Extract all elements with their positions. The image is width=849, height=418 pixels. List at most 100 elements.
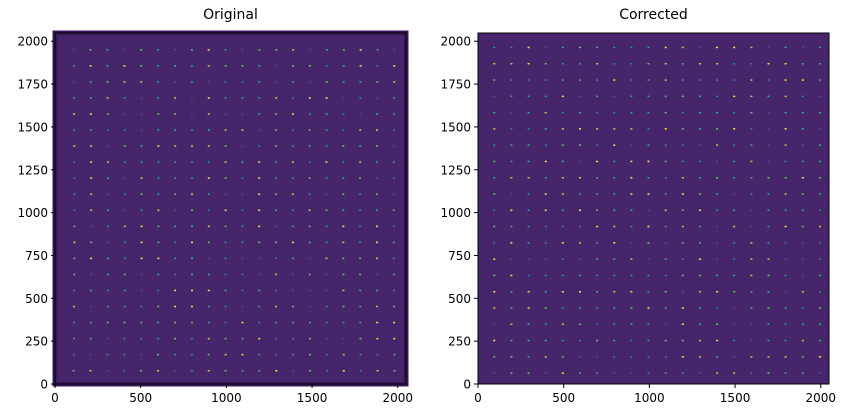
spot — [106, 257, 109, 260]
spot — [681, 193, 684, 195]
spot — [579, 79, 581, 81]
spot — [89, 97, 92, 99]
spot — [716, 209, 719, 211]
spot — [767, 339, 770, 342]
spot — [308, 321, 311, 324]
spot — [784, 258, 787, 260]
spot — [325, 305, 328, 308]
spot — [527, 111, 530, 114]
spot — [733, 193, 736, 195]
spot — [818, 291, 821, 293]
spot — [596, 291, 599, 293]
spot — [275, 305, 278, 308]
spot — [630, 128, 633, 130]
spot — [750, 193, 753, 195]
spot — [510, 46, 513, 49]
spot — [308, 337, 311, 340]
title-original: Original — [203, 7, 258, 23]
axes-frame — [54, 32, 407, 385]
spot — [527, 258, 530, 260]
spot — [493, 323, 496, 325]
spot — [664, 339, 667, 342]
spot — [224, 65, 227, 67]
spot — [493, 63, 496, 65]
spot — [174, 273, 177, 276]
spot — [140, 177, 143, 179]
spot — [207, 273, 210, 276]
spot — [544, 193, 547, 195]
spot — [698, 63, 701, 65]
spot — [801, 111, 804, 114]
spot — [613, 291, 616, 293]
spot — [579, 160, 581, 163]
spot — [140, 49, 143, 51]
spot — [258, 145, 261, 147]
spot — [140, 370, 143, 372]
spot — [107, 225, 109, 228]
spot — [767, 225, 770, 228]
spot — [510, 307, 513, 309]
spot — [613, 63, 616, 65]
spot — [784, 372, 787, 374]
spot — [174, 305, 177, 308]
spot — [241, 49, 244, 51]
spot — [579, 128, 581, 130]
spot — [664, 95, 667, 98]
spot — [510, 323, 513, 325]
spot — [784, 128, 787, 130]
spot — [733, 63, 736, 65]
spot — [157, 241, 160, 244]
spot — [596, 274, 599, 277]
spot — [818, 339, 821, 342]
spot — [596, 160, 599, 163]
spot — [681, 372, 684, 374]
spot — [325, 129, 328, 131]
spot — [681, 95, 684, 98]
spot — [275, 257, 278, 260]
spot — [392, 241, 395, 244]
spot — [579, 323, 581, 325]
spot — [106, 337, 109, 340]
spot — [174, 241, 177, 244]
spot — [510, 95, 513, 98]
spot — [596, 339, 599, 342]
spot — [359, 193, 362, 195]
spot — [527, 128, 530, 130]
spot — [359, 145, 362, 147]
spot — [784, 79, 787, 81]
spot — [207, 65, 210, 67]
spot — [698, 372, 701, 374]
spot — [784, 274, 787, 277]
spot — [140, 113, 143, 115]
spot — [647, 63, 650, 65]
spot — [308, 257, 311, 260]
spot — [801, 372, 804, 374]
spot — [342, 177, 345, 179]
spot — [647, 356, 650, 358]
spot — [750, 274, 753, 277]
spot — [544, 128, 547, 130]
spot — [90, 177, 93, 179]
spot — [579, 95, 581, 98]
spot — [698, 46, 701, 49]
spot — [157, 177, 160, 179]
spot — [527, 209, 530, 211]
spot — [123, 241, 126, 244]
spot — [527, 323, 530, 325]
spot — [376, 321, 379, 324]
spot — [292, 97, 294, 99]
spot — [140, 193, 143, 195]
spot — [716, 160, 719, 163]
spot — [647, 291, 650, 293]
spot — [106, 370, 109, 372]
spot — [258, 370, 261, 372]
spot — [123, 337, 126, 340]
spot — [784, 193, 787, 195]
spot — [359, 370, 362, 372]
spot — [342, 257, 345, 260]
spot — [579, 339, 581, 342]
spot — [750, 356, 753, 358]
spot — [818, 323, 821, 325]
spot — [733, 372, 736, 374]
spot — [681, 339, 684, 342]
